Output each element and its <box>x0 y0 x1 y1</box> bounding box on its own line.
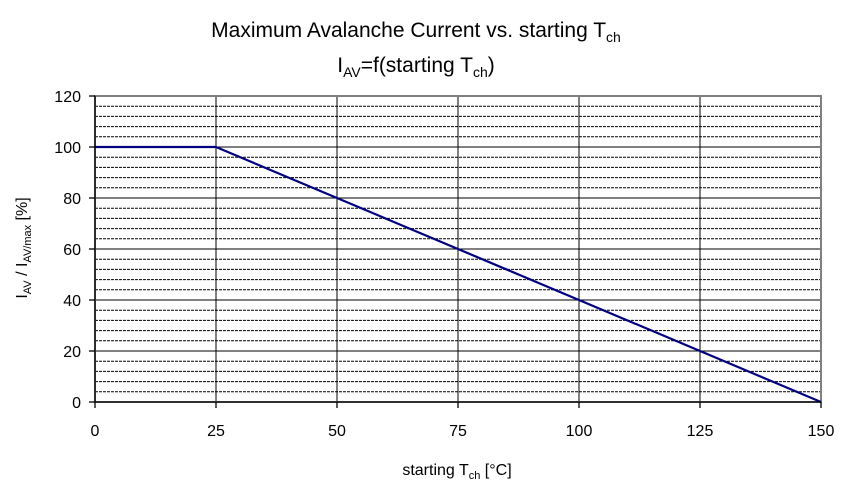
y-axis-label: IAV / IAV/max [%] <box>14 197 34 298</box>
x-tick-labels: 0 25 50 75 100 125 150 <box>91 423 835 440</box>
axes <box>89 95 822 408</box>
x-tick-label: 125 <box>687 423 714 440</box>
y-tick-label: 80 <box>63 191 81 208</box>
x-tick-label: 75 <box>449 423 467 440</box>
x-tick-label: 150 <box>808 423 835 440</box>
x-tick-label: 0 <box>91 423 100 440</box>
x-tick-label: 25 <box>207 423 225 440</box>
chart-title-line-2: IAV=f(starting Tch) <box>337 54 495 80</box>
series-layer <box>95 145 822 404</box>
y-tick-label: 40 <box>63 293 81 310</box>
series-line <box>95 145 822 404</box>
chart-title-line-1: Maximum Avalanche Current vs. starting T… <box>211 19 621 45</box>
x-tick-label: 50 <box>328 423 346 440</box>
y-tick-label: 0 <box>72 395 81 412</box>
plot-area <box>89 95 822 408</box>
y-tick-label: 20 <box>63 344 81 361</box>
y-tick-labels: 0 20 40 60 80 100 120 <box>54 89 81 412</box>
y-tick-label: 60 <box>63 242 81 259</box>
y-tick-label: 100 <box>54 140 81 157</box>
y-tick-label: 120 <box>54 89 81 106</box>
x-tick-label: 100 <box>566 423 593 440</box>
x-axis-label: starting Tch [°C] <box>402 462 511 482</box>
